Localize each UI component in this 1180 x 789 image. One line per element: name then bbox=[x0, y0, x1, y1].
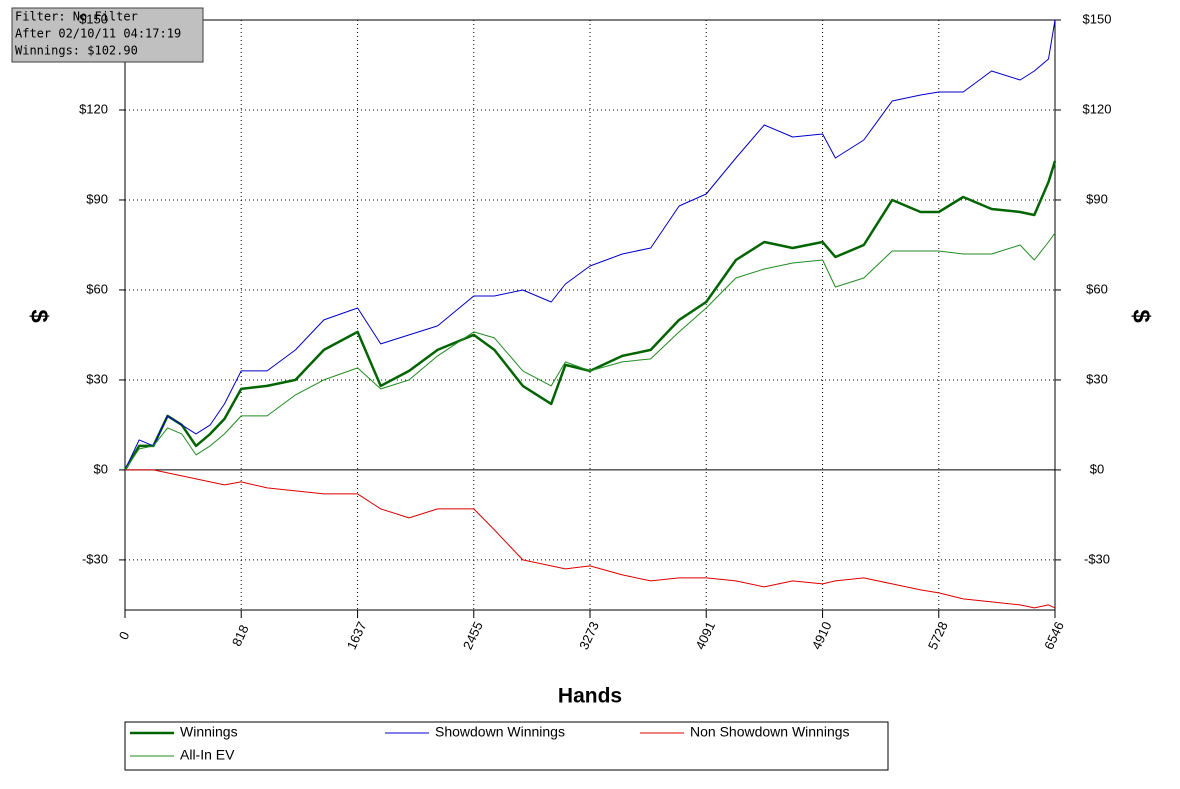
annotation: Filter: No Filter bbox=[15, 10, 138, 24]
legend-items: Winnings Showdown Winnings Non Showdown Wi… bbox=[130, 724, 850, 763]
annotation: Winnings: $102.90 bbox=[15, 44, 138, 58]
legend-label: All-In EV bbox=[180, 747, 235, 763]
y-tick-label: $60 bbox=[86, 281, 108, 296]
series-line bbox=[125, 469, 1056, 609]
y2-axis-label: $ bbox=[1128, 309, 1155, 323]
series-line bbox=[124, 232, 1056, 471]
y2-tick-label: $60 bbox=[1086, 281, 1108, 296]
lines bbox=[123, 19, 1057, 609]
y2-tick-label: $120 bbox=[1083, 101, 1112, 116]
legend-label: Winnings bbox=[180, 724, 238, 740]
legend bbox=[124, 721, 889, 771]
x-axis-label: Hands bbox=[558, 685, 622, 708]
y-tick-label: $30 bbox=[86, 371, 108, 386]
series-line bbox=[123, 160, 1057, 471]
y-tick-label: $0 bbox=[94, 461, 108, 476]
y2-tick-label: -$30 bbox=[1084, 551, 1110, 566]
y-tick-label: $90 bbox=[86, 191, 108, 206]
series-line bbox=[124, 19, 1056, 471]
legend-label: Showdown Winnings bbox=[435, 724, 565, 740]
annotation: After 02/10/11 04:17:19 bbox=[15, 27, 181, 41]
grid bbox=[119, 19, 1061, 618]
y-tick-label: $150 bbox=[79, 11, 108, 26]
y-axis-label: $ bbox=[26, 309, 53, 323]
info-box-bg bbox=[11, 7, 204, 63]
y2-tick-label: $90 bbox=[1086, 191, 1108, 206]
y2-tick-label: $0 bbox=[1090, 461, 1104, 476]
y2-tick-label: $30 bbox=[1086, 371, 1108, 386]
y2-tick-label: $150 bbox=[1083, 11, 1112, 26]
y-tick-label: $120 bbox=[79, 101, 108, 116]
legend-label: Non Showdown Winnings bbox=[690, 724, 850, 740]
info-box: Filter: No Filter After 02/10/11 04:17:1… bbox=[11, 7, 204, 63]
y-tick-label: -$30 bbox=[82, 551, 108, 566]
